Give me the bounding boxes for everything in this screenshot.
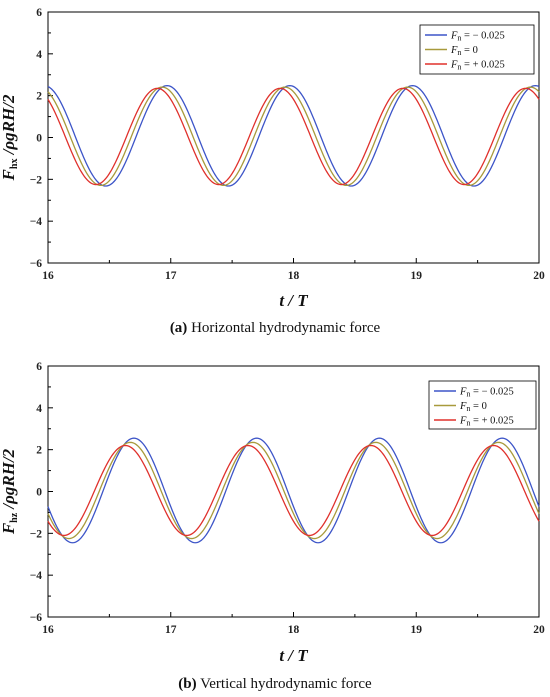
x-axis-label: t / T [279, 291, 308, 310]
y-tick-label: 6 [36, 7, 42, 19]
x-tick-label: 17 [165, 270, 177, 282]
series-line-0 [47, 84, 540, 187]
y-tick-label: 4 [36, 403, 42, 415]
chart-a: 16 17 18 19 20 −6 −4 −2 0 2 4 6 Fn = − 0.025 Fn = 0 Fn… [0, 7, 545, 336]
x-tick-label: 18 [288, 270, 300, 282]
y-tick-label: −2 [30, 528, 43, 540]
x-tick-label: 16 [42, 270, 54, 282]
y-tick-label: −2 [30, 174, 43, 186]
chart-b: 16 17 18 19 20 −6 −4 −2 0 2 4 6 Fn = − 0.025 Fn = 0 Fn… [0, 361, 545, 692]
figure-caption: (b) Vertical hydrodynamic force [178, 676, 372, 692]
y-tick-label: 6 [36, 361, 42, 373]
y-tick-label: 2 [36, 445, 42, 457]
y-axis-label: Fhz /ρgRH/2 [0, 448, 20, 535]
y-tick-label: 2 [36, 91, 42, 103]
series-line-0 [47, 437, 540, 544]
x-tick-label: 19 [411, 270, 423, 282]
x-tick-label: 18 [288, 624, 300, 636]
x-tick-label: 16 [42, 624, 54, 636]
x-tick-label: 20 [533, 624, 545, 636]
series-line-2 [47, 87, 540, 186]
y-tick-label: −4 [30, 570, 43, 582]
x-axis-label: t / T [279, 646, 308, 665]
y-axis-label: Fhx /ρgRH/2 [0, 94, 20, 181]
legend-entry: Fn = − 0.025 [459, 387, 514, 399]
y-tick-label: −6 [30, 258, 43, 270]
legend-entry: Fn = 0 [459, 401, 487, 413]
legend-entry: Fn = + 0.025 [459, 416, 514, 428]
x-tick-label: 19 [411, 624, 423, 636]
figure-caption: (a) Horizontal hydrodynamic force [170, 320, 381, 336]
series-line-1 [47, 441, 540, 540]
legend-entry: Fn = 0 [450, 45, 478, 57]
legend-entry: Fn = + 0.025 [450, 60, 505, 72]
legend-entry: Fn = − 0.025 [450, 31, 505, 43]
series-line-1 [47, 86, 540, 187]
x-tick-label: 20 [533, 270, 545, 282]
series-line-2 [47, 444, 540, 537]
x-tick-label: 17 [165, 624, 177, 636]
y-tick-label: −4 [30, 216, 43, 228]
y-tick-label: −6 [30, 612, 43, 624]
y-tick-label: 0 [36, 487, 42, 499]
y-tick-label: 4 [36, 49, 42, 61]
y-tick-label: 0 [36, 133, 42, 145]
